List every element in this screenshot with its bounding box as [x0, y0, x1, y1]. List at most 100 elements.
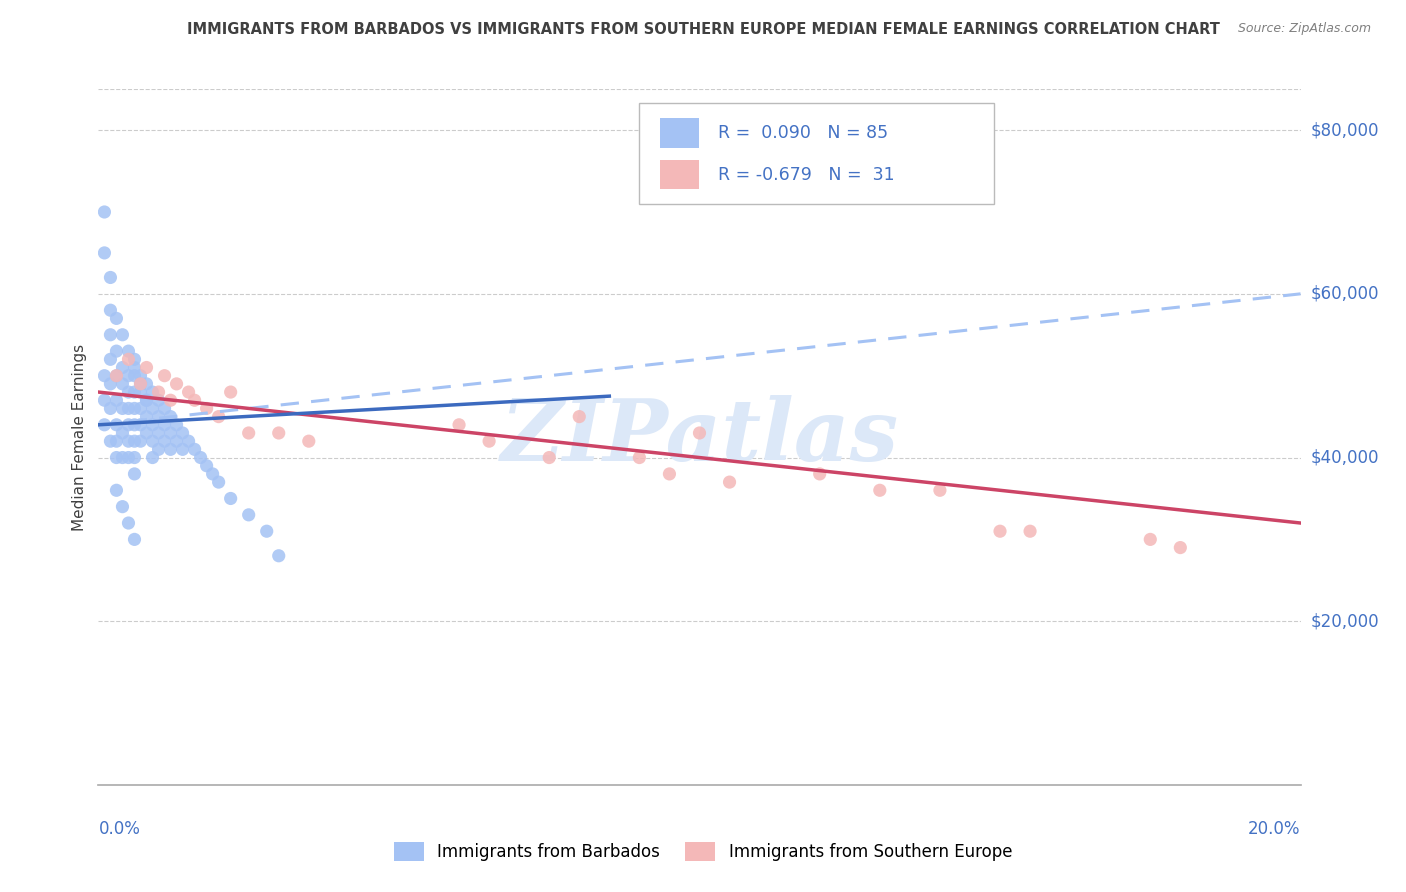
Point	[135, 376, 157, 391]
Point	[105, 483, 128, 498]
Point	[568, 409, 591, 424]
Point	[190, 450, 212, 465]
Point	[195, 401, 218, 416]
Text: 0.0%: 0.0%	[98, 820, 141, 838]
Point	[172, 442, 194, 457]
Point	[111, 450, 134, 465]
Point	[172, 425, 194, 440]
Point	[177, 434, 200, 449]
Point	[201, 467, 224, 481]
Point	[166, 376, 188, 391]
Point	[148, 425, 170, 440]
Text: $40,000: $40,000	[1310, 449, 1379, 467]
Point	[105, 368, 128, 383]
Point	[988, 524, 1011, 539]
Point	[208, 475, 231, 489]
Point	[267, 549, 290, 563]
Point	[298, 434, 321, 449]
Point	[148, 385, 170, 400]
Point	[111, 327, 134, 342]
Point	[141, 434, 163, 449]
Legend: Immigrants from Barbados, Immigrants from Southern Europe: Immigrants from Barbados, Immigrants fro…	[387, 835, 1019, 868]
Text: $60,000: $60,000	[1310, 285, 1379, 303]
Point	[135, 425, 157, 440]
Point	[124, 360, 146, 375]
Point	[124, 417, 146, 432]
Point	[718, 475, 741, 489]
Point	[141, 417, 163, 432]
Point	[124, 385, 146, 400]
Point	[658, 467, 681, 481]
Point	[1019, 524, 1042, 539]
Point	[153, 417, 176, 432]
Point	[129, 401, 152, 416]
Point	[117, 385, 139, 400]
Point	[478, 434, 501, 449]
Point	[166, 417, 188, 432]
Point	[688, 425, 710, 440]
Point	[195, 458, 218, 473]
Point	[100, 401, 122, 416]
Point	[256, 524, 278, 539]
Point	[808, 467, 831, 481]
Point	[219, 385, 242, 400]
Point	[100, 327, 122, 342]
Point	[129, 376, 152, 391]
Point	[117, 401, 139, 416]
Point	[159, 393, 181, 408]
Text: IMMIGRANTS FROM BARBADOS VS IMMIGRANTS FROM SOUTHERN EUROPE MEDIAN FEMALE EARNIN: IMMIGRANTS FROM BARBADOS VS IMMIGRANTS F…	[187, 22, 1219, 37]
Point	[100, 376, 122, 391]
Point	[129, 385, 152, 400]
Bar	[659, 119, 700, 148]
Point	[183, 442, 205, 457]
Point	[129, 434, 152, 449]
Point	[100, 270, 122, 285]
Point	[177, 385, 200, 400]
Text: Source: ZipAtlas.com: Source: ZipAtlas.com	[1237, 22, 1371, 36]
Point	[135, 409, 157, 424]
Point	[141, 385, 163, 400]
Point	[129, 376, 152, 391]
Point	[1170, 541, 1192, 555]
Point	[111, 360, 134, 375]
Point	[111, 425, 134, 440]
Point	[105, 344, 128, 359]
Point	[105, 368, 128, 383]
Point	[117, 352, 139, 367]
Point	[141, 450, 163, 465]
Point	[100, 434, 122, 449]
Point	[100, 352, 122, 367]
Point	[238, 425, 260, 440]
Point	[129, 368, 152, 383]
Point	[135, 393, 157, 408]
Point	[117, 450, 139, 465]
Point	[117, 417, 139, 432]
Point	[153, 401, 176, 416]
Point	[208, 409, 231, 424]
Point	[135, 360, 157, 375]
Point	[135, 393, 157, 408]
Text: 20.0%: 20.0%	[1249, 820, 1301, 838]
Point	[117, 516, 139, 530]
Text: R =  0.090   N = 85: R = 0.090 N = 85	[717, 124, 887, 142]
Point	[111, 376, 134, 391]
Text: $20,000: $20,000	[1310, 612, 1379, 631]
Point	[105, 393, 128, 408]
Point	[124, 450, 146, 465]
Point	[141, 401, 163, 416]
Point	[159, 425, 181, 440]
Text: ZIPatlas: ZIPatlas	[501, 395, 898, 479]
Y-axis label: Median Female Earnings: Median Female Earnings	[72, 343, 87, 531]
Point	[111, 401, 134, 416]
Point	[124, 533, 146, 547]
Point	[93, 205, 115, 219]
Point	[148, 409, 170, 424]
Point	[219, 491, 242, 506]
Point	[105, 450, 128, 465]
Point	[159, 442, 181, 457]
Point	[538, 450, 561, 465]
Text: $80,000: $80,000	[1310, 121, 1379, 139]
Point	[129, 417, 152, 432]
Point	[869, 483, 891, 498]
Bar	[659, 161, 700, 189]
